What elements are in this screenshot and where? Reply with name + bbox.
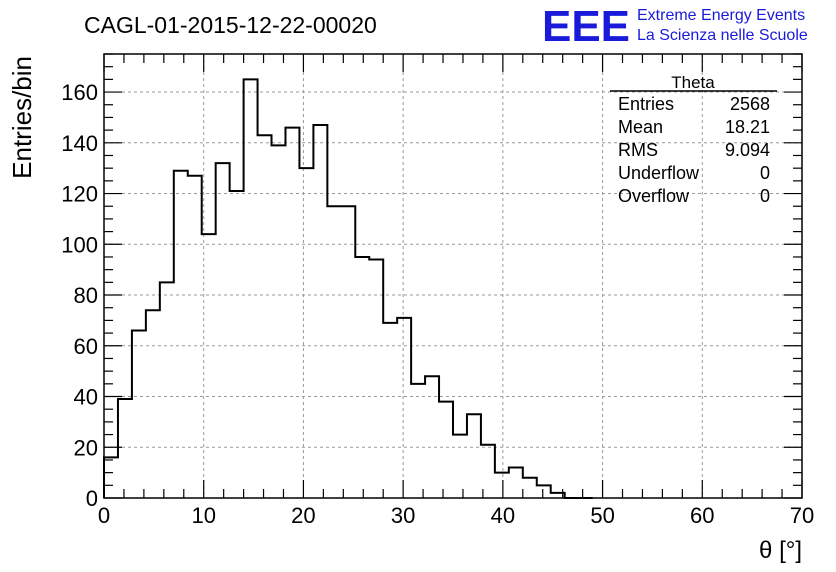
x-tick-label-40: 40 bbox=[491, 503, 515, 528]
y-tick-label-80: 80 bbox=[74, 283, 98, 308]
y-tick-label-60: 60 bbox=[74, 334, 98, 359]
y-tick-label-120: 120 bbox=[61, 182, 98, 207]
x-tick-label-10: 10 bbox=[191, 503, 215, 528]
axis-ticks bbox=[103, 53, 803, 499]
y-tick-labels: 0 20 40 60 80 100 120 140 160 bbox=[61, 80, 98, 511]
x-tick-label-50: 50 bbox=[590, 503, 614, 528]
stats-label-underflow: Underflow bbox=[618, 163, 700, 183]
logo-subtitle-line2: La Scienza nelle Scuole bbox=[637, 27, 808, 44]
histogram-line bbox=[103, 78, 593, 499]
stats-title: Theta bbox=[671, 73, 715, 92]
grid-lines bbox=[104, 54, 802, 498]
y-tick-label-160: 160 bbox=[61, 80, 98, 105]
stats-label-rms: RMS bbox=[618, 140, 658, 160]
stats-box: Theta Entries 2568 Mean 18.21 RMS 9.094 Underf… bbox=[610, 73, 777, 206]
stats-value-mean: 18.21 bbox=[725, 117, 770, 137]
x-tick-label-0: 0 bbox=[98, 503, 110, 528]
x-tick-labels: 0 10 20 30 40 50 60 70 bbox=[98, 503, 814, 528]
run-title: CAGL-01-2015-12-22-00020 bbox=[84, 12, 377, 38]
stats-value-overflow: 0 bbox=[760, 186, 770, 206]
stats-label-entries: Entries bbox=[618, 94, 674, 114]
stats-label-overflow: Overflow bbox=[618, 186, 690, 206]
stats-label-mean: Mean bbox=[618, 117, 663, 137]
x-tick-label-20: 20 bbox=[291, 503, 315, 528]
y-tick-label-40: 40 bbox=[74, 385, 98, 410]
y-tick-label-140: 140 bbox=[61, 131, 98, 156]
y-tick-label-100: 100 bbox=[61, 232, 98, 257]
x-axis-title: θ [°] bbox=[759, 537, 802, 564]
stats-value-underflow: 0 bbox=[760, 163, 770, 183]
y-tick-label-0: 0 bbox=[86, 486, 98, 511]
x-tick-label-70: 70 bbox=[790, 503, 814, 528]
y-tick-label-20: 20 bbox=[74, 435, 98, 460]
eee-logo-mark: EEE bbox=[542, 2, 630, 51]
eee-logo: EEE Extreme Energy Events La Scienza nel… bbox=[542, 2, 808, 51]
x-tick-label-60: 60 bbox=[690, 503, 714, 528]
stats-value-entries: 2568 bbox=[730, 94, 770, 114]
y-axis-title: Entries/bin bbox=[7, 56, 37, 179]
plot-frame bbox=[103, 53, 803, 499]
x-tick-label-30: 30 bbox=[391, 503, 415, 528]
logo-subtitle-line1: Extreme Energy Events bbox=[637, 7, 805, 24]
stats-value-rms: 9.094 bbox=[725, 140, 770, 160]
